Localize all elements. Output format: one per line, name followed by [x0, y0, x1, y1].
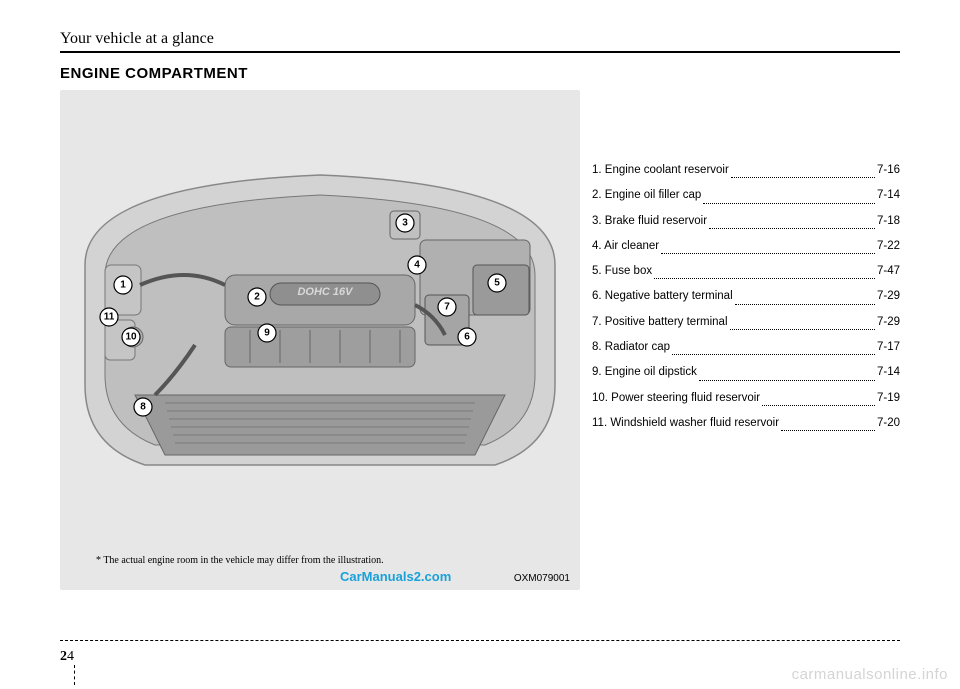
- legend-item: 11. Windshield washer fluid reservoir 7-2…: [592, 411, 900, 436]
- legend-item-page: 7-17: [877, 335, 900, 360]
- engine-illustration: DOHC 16V: [75, 145, 565, 505]
- legend-list: 1. Engine coolant reservoir7-162. Engine…: [592, 90, 900, 590]
- legend-item-label: 7. Positive battery terminal: [592, 310, 728, 335]
- legend-item-label: 6. Negative battery terminal: [592, 284, 733, 309]
- callout-number: 3: [402, 218, 408, 229]
- callout-number: 1: [120, 280, 126, 291]
- legend-item-label: 11. Windshield washer fluid reservoir: [592, 411, 779, 436]
- legend-item: 4. Air cleaner 7-22: [592, 234, 900, 259]
- legend-item-label: 8. Radiator cap: [592, 335, 670, 360]
- legend-item: 1. Engine coolant reservoir 7-16: [592, 158, 900, 183]
- legend-item-label: 5. Fuse box: [592, 259, 652, 284]
- legend-item: 7. Positive battery terminal 7-29: [592, 310, 900, 335]
- legend-item-page: 7-14: [877, 360, 900, 385]
- callout-number: 2: [254, 292, 260, 303]
- callout-number: 11: [104, 312, 115, 323]
- legend-item-leader: [699, 360, 875, 380]
- legend-item-page: 7-29: [877, 310, 900, 335]
- legend-item: 2. Engine oil filler cap 7-14: [592, 183, 900, 208]
- callout-number: 5: [494, 278, 500, 289]
- diagram-disclaimer: * The actual engine room in the vehicle …: [96, 555, 384, 566]
- engine-cover-label: DOHC 16V: [297, 286, 354, 298]
- diagram-code: OXM079001: [514, 573, 570, 584]
- header-title: Your vehicle at a glance: [60, 30, 214, 47]
- legend-item-leader: [661, 234, 875, 254]
- legend-item-leader: [672, 335, 875, 355]
- legend-item-leader: [654, 259, 875, 279]
- engine-diagram: DOHC 16V: [60, 90, 580, 590]
- page-section-number: 2: [60, 649, 67, 664]
- legend-item-page: 7-47: [877, 259, 900, 284]
- legend-item-page: 7-18: [877, 209, 900, 234]
- legend-item-label: 10. Power steering fluid reservoir: [592, 386, 760, 411]
- legend-item-leader: [731, 158, 875, 178]
- legend-item-page: 7-14: [877, 183, 900, 208]
- callout-number: 10: [125, 332, 137, 343]
- callout-number: 8: [140, 402, 146, 413]
- legend-item-leader: [730, 310, 875, 330]
- legend-item: 6. Negative battery terminal 7-29: [592, 284, 900, 309]
- page-sub-number: 4: [67, 649, 74, 664]
- legend-item-leader: [709, 209, 875, 229]
- section-title: ENGINE COMPARTMENT: [60, 65, 900, 82]
- legend-item-leader: [703, 183, 875, 203]
- watermark-carmanualsonline: carmanualsonline.info: [792, 666, 948, 683]
- legend-item-label: 3. Brake fluid reservoir: [592, 209, 707, 234]
- legend-item-page: 7-19: [877, 386, 900, 411]
- legend-item-leader: [762, 386, 875, 406]
- legend-item-leader: [781, 411, 875, 431]
- legend-item: 9. Engine oil dipstick 7-14: [592, 360, 900, 385]
- legend-item: 5. Fuse box 7-47: [592, 259, 900, 284]
- legend-item: 3. Brake fluid reservoir 7-18: [592, 209, 900, 234]
- legend-item-page: 7-16: [877, 158, 900, 183]
- page-number-tick: [74, 665, 75, 685]
- legend-item-label: 4. Air cleaner: [592, 234, 659, 259]
- legend-item-page: 7-22: [877, 234, 900, 259]
- legend-item-page: 7-29: [877, 284, 900, 309]
- legend-item: 8. Radiator cap 7-17: [592, 335, 900, 360]
- callout-number: 9: [264, 328, 270, 339]
- legend-item: 10. Power steering fluid reservoir 7-19: [592, 386, 900, 411]
- legend-item-page: 7-20: [877, 411, 900, 436]
- watermark-carmanuals2: CarManuals2.com: [340, 569, 451, 584]
- callout-number: 4: [414, 260, 420, 271]
- legend-item-label: 2. Engine oil filler cap: [592, 183, 701, 208]
- callout-number: 7: [444, 302, 450, 313]
- page-header: Your vehicle at a glance: [60, 30, 900, 53]
- legend-item-label: 1. Engine coolant reservoir: [592, 158, 729, 183]
- callout-number: 6: [464, 332, 470, 343]
- legend-item-leader: [735, 284, 875, 304]
- footer-divider: [60, 640, 900, 641]
- page-number: 24: [60, 649, 74, 665]
- legend-item-label: 9. Engine oil dipstick: [592, 360, 697, 385]
